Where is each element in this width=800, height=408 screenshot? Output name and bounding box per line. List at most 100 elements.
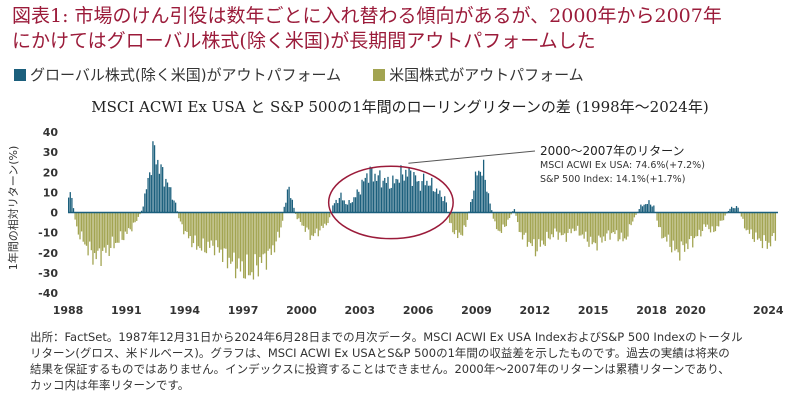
bar-us-outperform [210,212,212,241]
bar-us-outperform [750,212,752,230]
bar-us-outperform [317,212,319,237]
bar-us-outperform [275,212,277,242]
bar-global-outperform [332,205,334,213]
bar-us-outperform [696,212,699,237]
bar-global-outperform [403,180,405,213]
bar-us-outperform [683,212,686,252]
bar-us-outperform [278,212,281,238]
bar-us-outperform [659,212,661,228]
bar-global-outperform [410,170,412,213]
bar-us-outperform [324,212,326,224]
bar-us-outperform [205,212,208,254]
bar-global-outperform [142,206,144,213]
bar-us-outperform [620,212,623,233]
bar-us-outperform [463,212,465,226]
bar-global-outperform [491,210,493,213]
bar-us-outperform [547,212,550,239]
bar-us-outperform [84,212,86,245]
bar-global-outperform [375,180,378,213]
annotation-title: 2000〜2007年のリターン [540,144,685,158]
bar-us-outperform [453,212,456,235]
bar-us-outperform [552,212,554,238]
bar-us-outperform [457,212,459,239]
bar-global-outperform [337,203,339,213]
bar-us-outperform [674,212,676,251]
bar-us-outperform [262,212,264,255]
bar-us-outperform [661,212,663,239]
bar-us-outperform [669,212,671,247]
bar-us-outperform [703,212,705,225]
bar-us-outperform [74,212,76,220]
bar-us-outperform [264,212,266,254]
bar-global-outperform [340,192,342,213]
x-tick-label: 1994 [169,304,200,317]
bar-us-outperform [680,212,683,242]
bar-us-outperform [303,212,305,226]
bar-us-outperform [510,212,512,215]
bar-global-outperform [439,190,441,213]
bar-us-outperform [551,212,553,235]
bar-us-outperform [452,212,454,233]
y-tick-label: -20 [38,247,58,260]
bar-us-outperform [541,212,543,241]
bar-us-outperform [666,212,668,242]
bar-us-outperform [758,212,760,239]
bar-us-outperform [607,212,610,231]
bar-us-outperform [515,212,517,216]
y-tick-label: -30 [38,267,58,280]
legend-swatch-us [373,68,386,81]
bar-us-outperform [192,212,195,244]
bar-global-outperform [393,183,396,213]
bar-us-outperform [539,212,542,247]
bar-global-outperform [165,178,167,213]
bar-us-outperform [184,212,187,232]
bar-global-outperform [358,191,360,213]
bar-global-outperform [414,175,417,213]
bar-global-outperform [513,209,516,213]
bar-us-outperform [617,212,619,242]
bar-us-outperform [309,212,311,240]
bar-us-outperform [567,212,569,233]
bar-us-outperform [460,212,462,235]
bar-us-outperform [228,212,230,258]
bar-global-outperform [152,141,154,213]
bar-us-outperform [534,212,537,257]
bar-us-outperform [724,212,726,216]
x-tick-label: 2003 [344,304,375,317]
bar-us-outperform [591,212,593,245]
bar-us-outperform [320,212,323,226]
bar-us-outperform [628,212,631,225]
bar-us-outperform [106,212,109,245]
bar-global-outperform [397,179,399,213]
bar-global-outperform [640,204,642,213]
bar-us-outperform [740,212,743,217]
bar-us-outperform [257,212,259,277]
bar-us-outperform [217,212,219,248]
bar-us-outperform [570,212,572,234]
bar-global-outperform [387,176,389,213]
bar-us-outperform [448,212,451,223]
bar-us-outperform [765,212,767,241]
bar-us-outperform [672,212,674,241]
bar-us-outperform [247,212,250,276]
bar-us-outperform [79,212,81,240]
bar-us-outperform [538,212,540,240]
bar-global-outperform [71,197,73,213]
bar-us-outperform [604,212,606,242]
bar-global-outperform [390,187,392,213]
x-tick-label: 2009 [461,304,492,317]
bar-global-outperform [338,197,341,213]
bar-us-outperform [304,212,306,232]
bar-us-outperform [685,212,687,244]
bar-us-outperform [695,212,697,237]
bar-us-outperform [259,212,261,258]
bar-us-outperform [560,212,563,236]
bar-us-outperform [301,212,303,226]
figure-title: 図表1: 市場のけん引役は数年ごとに入れ替わる傾向があるが、2000年から200… [12,4,792,54]
bar-us-outperform [578,212,580,236]
bar-global-outperform [473,190,475,213]
bar-us-outperform [113,212,115,249]
bar-us-outperform [465,212,467,227]
bar-us-outperform [220,212,222,250]
